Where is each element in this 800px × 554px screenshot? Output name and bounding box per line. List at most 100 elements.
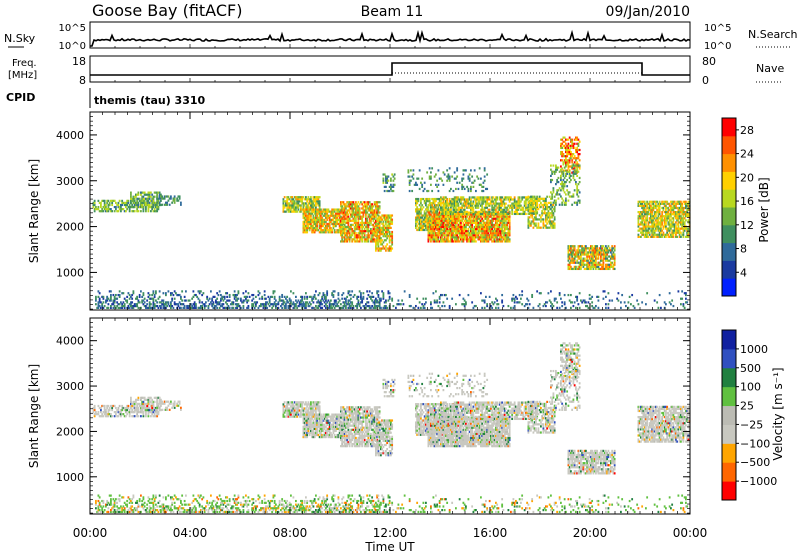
power-cell <box>431 238 434 241</box>
power-cell <box>582 259 585 262</box>
power-cell <box>420 210 422 213</box>
power-cell <box>432 197 435 201</box>
power-cell <box>608 247 611 250</box>
power-cell <box>446 219 449 222</box>
power-cell <box>682 231 685 234</box>
power-cell <box>380 233 382 236</box>
power-cell <box>377 207 380 210</box>
power-cell <box>156 193 159 196</box>
power-cell <box>312 204 315 207</box>
power-cell <box>316 224 319 228</box>
power-cell <box>126 201 129 205</box>
power-cell <box>140 193 142 196</box>
power-cell <box>472 217 475 220</box>
power-cell <box>286 198 289 201</box>
power-cell <box>471 240 474 243</box>
power-cell <box>467 221 470 224</box>
power-cell <box>680 204 682 208</box>
power-cell <box>113 199 116 202</box>
power-cell <box>678 229 681 232</box>
power-cell <box>137 193 140 196</box>
power-cell <box>576 253 579 256</box>
power-cell <box>477 204 480 207</box>
power-cell <box>530 224 532 227</box>
power-cell <box>551 178 554 182</box>
power-cell <box>472 240 475 243</box>
power-cell <box>497 208 500 211</box>
power-cell <box>536 212 539 215</box>
power-cell <box>500 234 502 237</box>
power-cell <box>420 220 422 223</box>
power-cell <box>651 227 654 230</box>
power-cell <box>507 196 510 199</box>
power-cell <box>97 301 100 304</box>
power-cell <box>302 214 305 217</box>
power-cell <box>455 240 457 243</box>
power-cell <box>416 218 419 221</box>
power-cell <box>567 255 570 258</box>
power-cell <box>481 208 484 211</box>
power-cell <box>638 227 641 230</box>
power-cell <box>475 240 477 243</box>
power-cell <box>327 231 330 234</box>
power-cell <box>548 201 551 205</box>
power-cell <box>642 211 645 214</box>
power-cell <box>663 223 666 226</box>
power-cell <box>151 199 154 202</box>
power-cell <box>303 210 306 213</box>
power-cell <box>101 210 104 213</box>
power-cell <box>547 201 550 205</box>
power-cell <box>567 199 570 202</box>
power-cell <box>337 222 340 226</box>
power-cell <box>391 214 394 217</box>
power-cell <box>336 218 339 221</box>
power-cell <box>117 210 120 213</box>
power-cell <box>488 225 491 229</box>
power-cell <box>566 185 569 188</box>
power-cell <box>551 216 554 219</box>
power-cell <box>147 195 150 198</box>
power-cell <box>565 148 567 152</box>
power-cell <box>561 183 564 186</box>
power-cell <box>671 208 674 212</box>
power-cell <box>500 221 502 224</box>
power-cell <box>490 200 492 203</box>
power-cell <box>602 253 605 256</box>
power-cell <box>315 210 317 213</box>
power-cell <box>113 205 116 209</box>
power-cell <box>431 230 434 233</box>
power-cell <box>343 215 346 218</box>
power-cell <box>461 187 464 191</box>
power-cell <box>672 219 675 222</box>
power-cell <box>388 247 391 250</box>
power-cell <box>98 210 101 213</box>
power-cell <box>656 211 659 214</box>
power-cell <box>671 200 674 203</box>
power-cell <box>546 203 549 207</box>
power-cell <box>377 247 380 250</box>
power-cell <box>650 213 652 216</box>
power-cell <box>430 221 432 224</box>
power-cell <box>496 223 499 227</box>
power-cell <box>673 206 676 210</box>
power-cell <box>478 210 481 213</box>
power-cell <box>596 245 599 248</box>
power-cell <box>157 197 160 200</box>
power-cell <box>597 263 600 266</box>
power-cell <box>425 220 427 223</box>
power-cell <box>683 227 686 230</box>
power-cell <box>482 219 485 222</box>
power-cell <box>436 213 439 216</box>
power-cell <box>545 226 547 229</box>
power-cell <box>568 169 571 172</box>
power-cell <box>353 225 356 229</box>
power-cell <box>528 222 531 225</box>
power-cell <box>686 204 689 208</box>
power-cell <box>505 217 507 220</box>
power-cell <box>580 267 582 271</box>
power-cell <box>501 213 504 216</box>
power-cell <box>491 232 494 235</box>
power-cell <box>641 211 644 214</box>
power-cell <box>341 225 344 229</box>
power-cell <box>421 183 424 186</box>
